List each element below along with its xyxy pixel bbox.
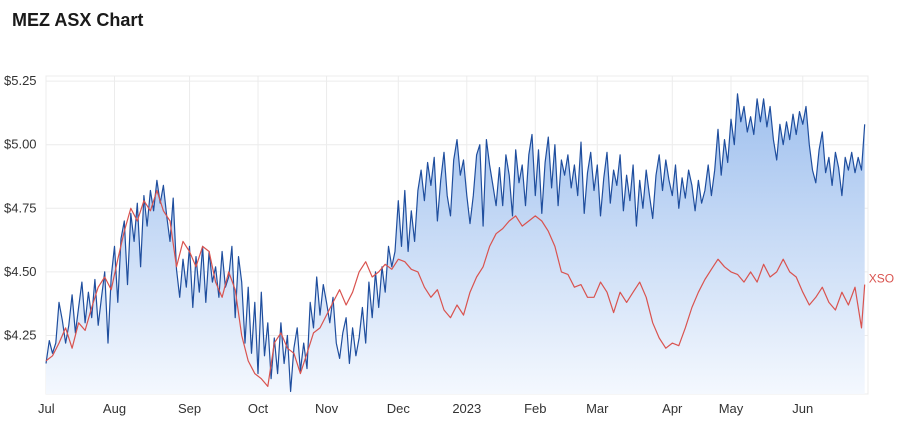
x-tick-label: Apr: [662, 401, 683, 416]
axis-labels: $5.25 $5.00 $4.75 $4.50 $4.25 Jul Aug Sep Oct Nov…: [4, 73, 813, 416]
series-mez-line: [45, 93, 866, 393]
y-tick-label: $4.25: [4, 327, 37, 342]
x-tick-label: Nov: [315, 401, 339, 416]
y-tick-label: $5.25: [4, 73, 37, 88]
series-xso-label: XSO: [869, 272, 894, 286]
x-tick-label: Dec: [387, 401, 411, 416]
x-tick-label: Mar: [586, 401, 609, 416]
y-tick-label: $5.00: [4, 137, 37, 152]
x-tick-label: 2023: [452, 401, 481, 416]
page-title: MEZ ASX Chart: [12, 10, 144, 30]
x-tick-label: Feb: [524, 401, 546, 416]
x-tick-label: Aug: [103, 401, 126, 416]
x-tick-label: Sep: [178, 401, 201, 416]
line-layer: [45, 93, 866, 393]
y-tick-label: $4.50: [4, 264, 37, 279]
x-tick-label: Jun: [792, 401, 813, 416]
legend: XSO: [869, 272, 894, 286]
y-tick-label: $4.75: [4, 200, 37, 215]
series-xso-line: [45, 189, 866, 387]
x-tick-label: Jul: [38, 401, 55, 416]
x-tick-label: Oct: [248, 401, 269, 416]
series-mez-area: [46, 93, 865, 395]
area-layer: [46, 93, 865, 395]
x-tick-label: May: [719, 401, 744, 416]
